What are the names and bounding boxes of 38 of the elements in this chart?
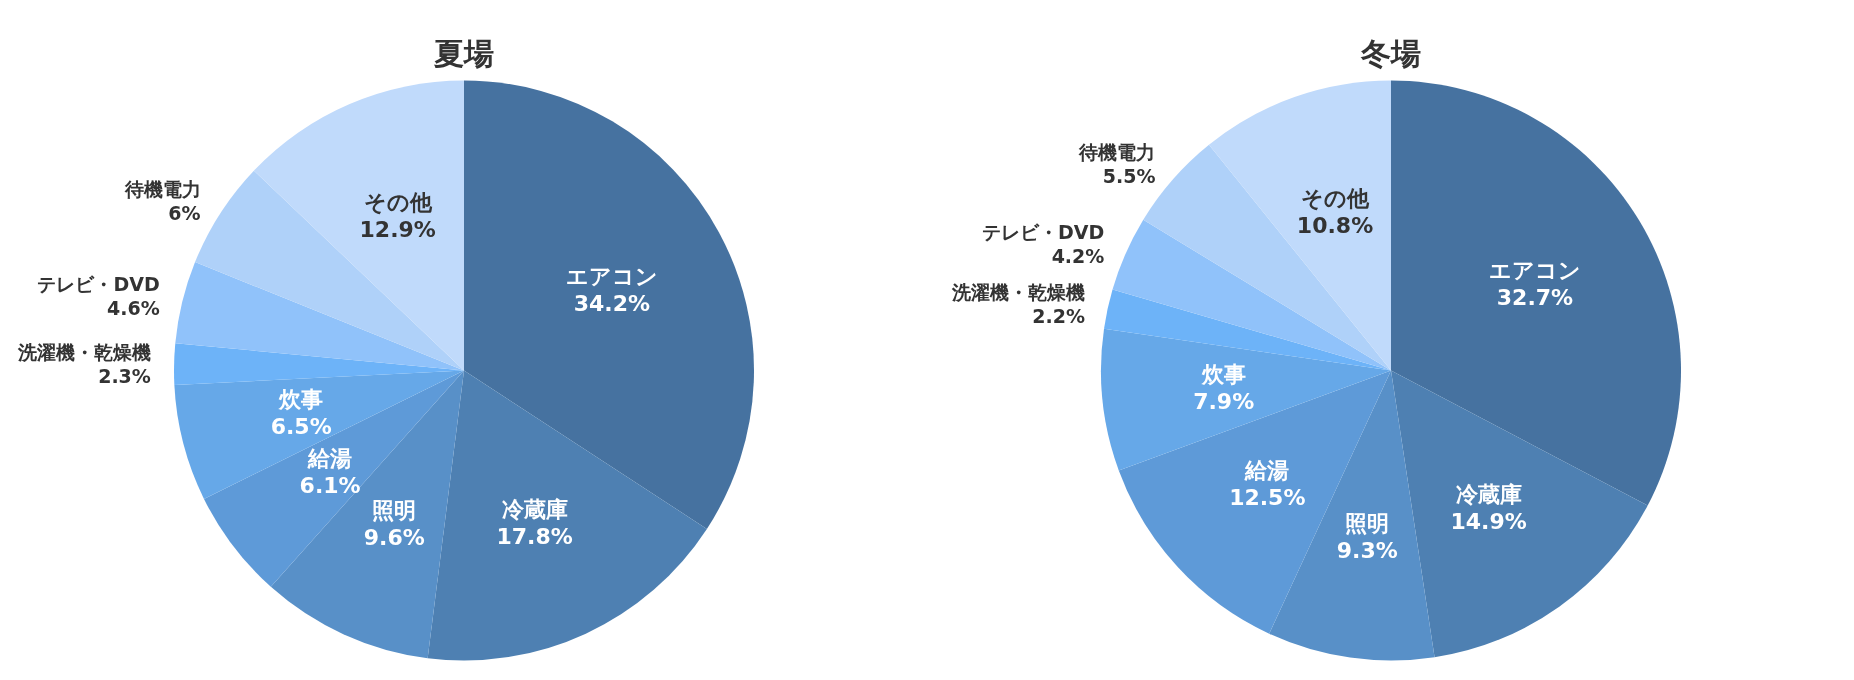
slice-label: 照明	[1345, 511, 1390, 537]
slice-label: 給湯	[1244, 458, 1290, 484]
slice-label: 照明	[372, 497, 417, 523]
data-label: 34.2%	[573, 291, 651, 317]
slice-label: テレビ・DVD	[37, 273, 160, 296]
data-label: 2.3%	[98, 364, 151, 387]
data-label: 9.6%	[363, 524, 425, 550]
data-label: 9.3%	[1336, 538, 1398, 564]
chart-title: 夏場	[433, 35, 494, 71]
slice-label: 炊事	[1200, 361, 1246, 387]
data-label: 4.2%	[1051, 245, 1105, 268]
slice-label: 待機電力	[123, 178, 201, 201]
data-label: 6.1%	[299, 473, 361, 499]
slice-label: その他	[363, 189, 433, 215]
slice-label: テレビ・DVD	[982, 221, 1105, 244]
slice-label: 洗濯機・乾燥機	[16, 340, 151, 363]
slice-label: 炊事	[278, 386, 324, 412]
slice-label: エアコン	[1488, 257, 1581, 283]
slice-label: 冷蔵庫	[1455, 481, 1522, 507]
slice-label: 洗濯機・乾燥機	[950, 281, 1085, 304]
data-label: 5.5%	[1102, 165, 1156, 188]
data-label: 4.6%	[106, 297, 160, 320]
slice-label: 冷蔵庫	[501, 497, 568, 523]
slice-label: 待機電力	[1078, 141, 1156, 164]
data-label: 10.8%	[1296, 212, 1374, 238]
data-label: 6.5%	[270, 413, 332, 439]
slice-label: エアコン	[565, 264, 658, 290]
data-label: 12.5%	[1229, 485, 1306, 511]
slice-label: 給湯	[307, 446, 353, 472]
data-label: 32.7%	[1496, 284, 1574, 310]
data-label: 14.9%	[1450, 508, 1527, 534]
slice-label: その他	[1301, 185, 1371, 211]
data-label: 7.9%	[1193, 388, 1255, 414]
chart-title: 冬場	[1360, 35, 1421, 71]
data-label: 6%	[168, 202, 201, 225]
data-label: 2.2%	[1032, 305, 1085, 328]
data-label: 17.8%	[496, 524, 573, 550]
data-label: 12.9%	[359, 216, 436, 242]
